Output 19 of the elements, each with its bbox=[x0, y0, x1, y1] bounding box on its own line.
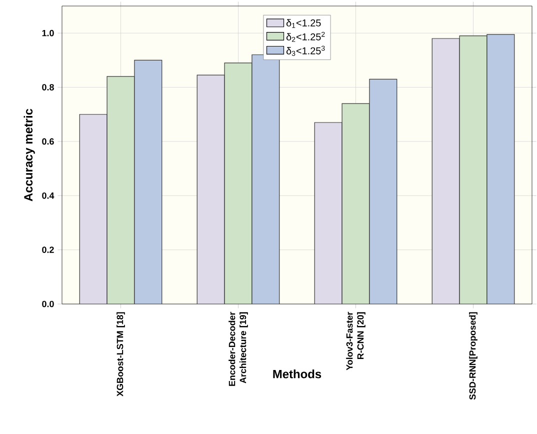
bar bbox=[342, 103, 370, 304]
legend-label: δ$_{3}$<1.25$^{3}$ bbox=[286, 46, 325, 56]
y-tick-label: 0.4 bbox=[42, 192, 54, 199]
y-tick-label: 0.6 bbox=[42, 138, 54, 145]
legend-label: δ$_{2}$<1.25$^{2}$ bbox=[286, 32, 325, 42]
x-tick-label: Yolov3-Faster R-CNN [20] bbox=[346, 312, 366, 370]
x-tick-label: XGBoost-LSTM [18] bbox=[116, 312, 125, 396]
y-tick-label: 1.0 bbox=[42, 30, 54, 36]
x-tick-label: SSD-RNN[Proposed] bbox=[469, 312, 478, 400]
x-tick-label: Encoder-Decoder Architecture [19] bbox=[228, 312, 248, 386]
y-tick-label: 0.0 bbox=[42, 300, 54, 308]
legend-label: δ$_{1}$<1.25 bbox=[286, 19, 321, 28]
bar bbox=[106, 76, 135, 304]
bar bbox=[224, 62, 252, 304]
y-tick-label: 0.8 bbox=[42, 84, 54, 90]
bar bbox=[459, 36, 488, 304]
y-tick-label: 0.2 bbox=[42, 246, 54, 253]
x-axis-title: Methods bbox=[273, 370, 322, 378]
y-axis-title: Accuracy metric bbox=[24, 108, 35, 202]
